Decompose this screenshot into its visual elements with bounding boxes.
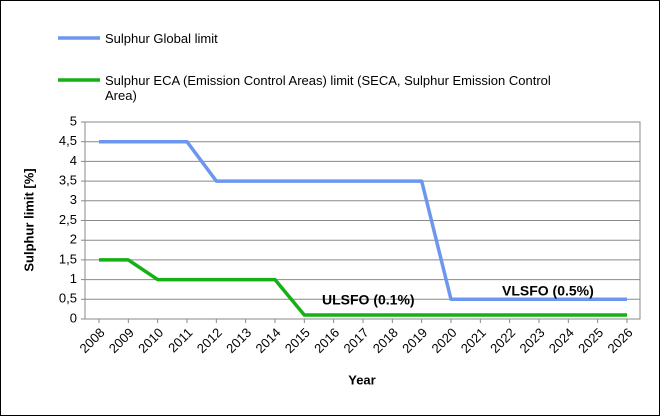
y-axis-label: Sulphur limit [%] — [21, 168, 36, 271]
y-tick-label: 1,5 — [59, 251, 77, 266]
series-line — [99, 258, 627, 317]
legend-label: Sulphur ECA (Emission Control Areas) lim… — [105, 73, 551, 103]
y-tick-label: 3 — [70, 192, 77, 207]
annotation: VLSFO (0.5%) — [502, 283, 594, 299]
y-tick-label: 3,5 — [59, 173, 77, 188]
legend-label: Sulphur Global limit — [105, 31, 218, 46]
y-tick-label: 0,5 — [59, 291, 77, 306]
y-tick-label: 2,5 — [59, 212, 77, 227]
y-tick-label: 4 — [70, 153, 77, 168]
y-tick-label: 4,5 — [59, 133, 77, 148]
x-axis-label: Year — [348, 372, 375, 387]
y-tick-label: 1 — [70, 271, 77, 286]
y-tick-label: 0 — [70, 310, 77, 325]
y-tick-label: 2 — [70, 232, 77, 247]
y-tick-label: 5 — [70, 113, 77, 128]
annotation: ULSFO (0.1%) — [322, 292, 415, 308]
series-line — [99, 139, 627, 302]
